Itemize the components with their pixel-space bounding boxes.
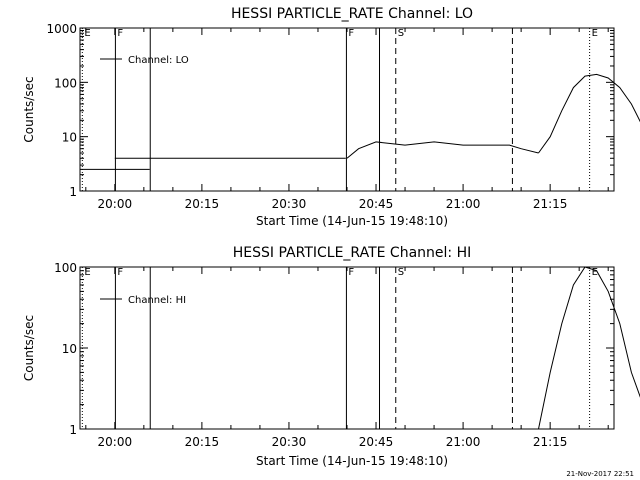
x-tick-label: 21:15 (533, 197, 568, 211)
x-tick-label: 20:15 (185, 197, 220, 211)
y-tick-label: 1 (69, 185, 77, 199)
series-line (346, 141, 539, 159)
flag-label: F (348, 28, 354, 39)
flag-label: E (592, 28, 598, 39)
x-tick-label: 20:45 (359, 435, 394, 449)
flag-label: E (592, 267, 598, 278)
x-axis-label: Start Time (14-Jun-15 19:48:10) (256, 214, 448, 228)
flag-label: S (398, 28, 404, 39)
y-axis-label: Counts/sec (22, 315, 36, 381)
y-tick-label: 10 (62, 131, 77, 145)
panel-1: HESSI PARTICLE_RATE Channel: LO 20:00 20:1… (22, 6, 640, 228)
plot-frame (79, 27, 615, 192)
flag-label: S (398, 267, 404, 278)
x-tick-label: 20:45 (359, 197, 394, 211)
x-tick-label: 21:00 (446, 435, 481, 449)
x-tick-label: 20:30 (272, 197, 307, 211)
x-axis-label: Start Time (14-Jun-15 19:48:10) (256, 454, 448, 468)
flag-label: F (348, 267, 354, 278)
chart-title: HESSI PARTICLE_RATE Channel: HI (233, 245, 471, 261)
flag-label: F (117, 267, 123, 278)
y-tick-label: 100 (54, 261, 77, 275)
flag-label: F (117, 28, 123, 39)
x-tick-label: 20:30 (272, 435, 307, 449)
series-line (538, 73, 640, 154)
legend-label: Channel: HI (128, 295, 186, 306)
flag-label: E (84, 267, 90, 278)
y-tick-label: 100 (54, 76, 77, 90)
x-tick-label: 20:00 (98, 435, 133, 449)
x-tick-label: 20:00 (98, 197, 133, 211)
y-tick-label: 10 (62, 342, 77, 356)
plot-frame (79, 266, 615, 430)
panel-2: HESSI PARTICLE_RATE Channel: HI 20:00 20:1… (22, 245, 640, 468)
y-axis-label: Counts/sec (22, 76, 36, 142)
chart-title: HESSI PARTICLE_RATE Channel: LO (231, 6, 473, 22)
x-tick-label: 20:15 (185, 435, 220, 449)
x-tick-label: 21:15 (533, 435, 568, 449)
footer-timestamp: 21-Nov-2017 22:51 (566, 470, 634, 478)
y-tick-label: 1000 (46, 22, 77, 36)
x-tick-label: 21:00 (446, 197, 481, 211)
series-line (538, 266, 640, 430)
flag-label: E (84, 28, 90, 39)
y-tick-label: 1 (69, 423, 77, 437)
legend-label: Channel: LO (128, 55, 189, 66)
